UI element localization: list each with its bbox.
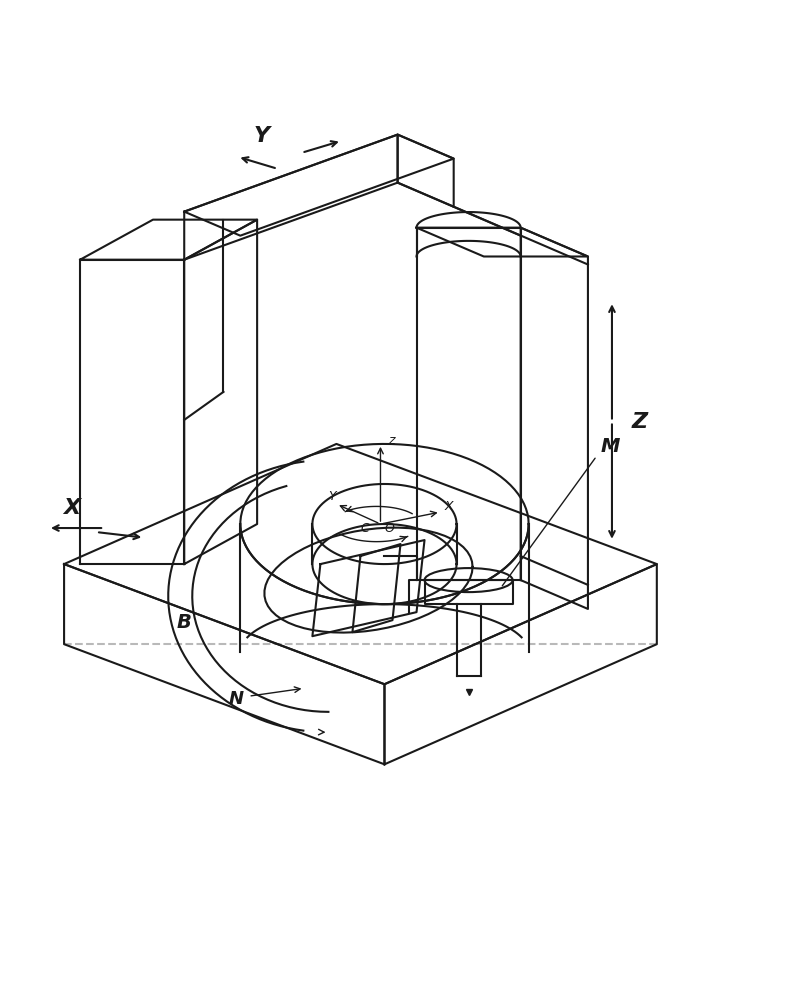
- Text: Y: Y: [253, 126, 270, 146]
- Text: Y: Y: [328, 490, 336, 503]
- Text: N: N: [228, 690, 244, 708]
- Text: Z: Z: [632, 412, 648, 432]
- Text: z: z: [388, 434, 395, 447]
- Text: O: O: [384, 522, 394, 535]
- Text: X: X: [445, 500, 453, 513]
- Text: M: M: [601, 437, 620, 456]
- Text: C: C: [360, 522, 369, 535]
- Text: X: X: [63, 498, 81, 518]
- Text: B: B: [176, 613, 191, 632]
